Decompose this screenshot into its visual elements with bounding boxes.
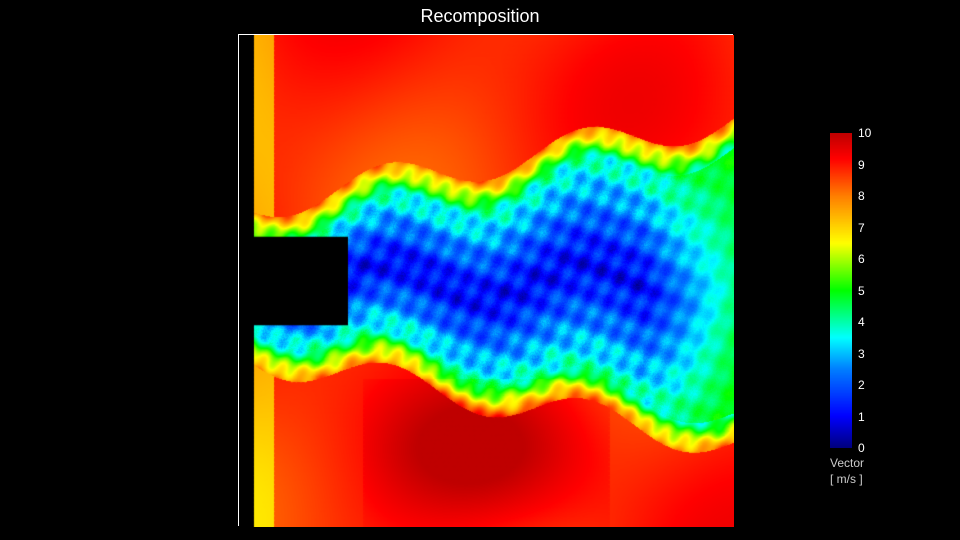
colorbar-tick: 4 — [858, 315, 865, 329]
colorbar-tick: 2 — [858, 378, 865, 392]
colorbar-tick: 6 — [858, 252, 865, 266]
colorbar-tick: 0 — [858, 441, 865, 455]
colorbar-ticks: 012345678910 — [858, 133, 898, 448]
colorbar-tick: 9 — [858, 158, 865, 172]
colorbar-label-line: [ m/s ] — [830, 472, 864, 488]
vector-field-plot — [238, 34, 733, 526]
vector-field-canvas — [239, 35, 734, 527]
colorbar-label-line: Vector — [830, 456, 864, 472]
colorbar: 012345678910 — [830, 133, 852, 448]
colorbar-tick: 7 — [858, 221, 865, 235]
colorbar-tick: 5 — [858, 284, 865, 298]
colorbar-tick: 1 — [858, 410, 865, 424]
colorbar-label: Vector[ m/s ] — [830, 456, 864, 487]
chart-title: Recomposition — [0, 6, 960, 27]
colorbar-gradient — [830, 133, 852, 448]
colorbar-tick: 8 — [858, 189, 865, 203]
colorbar-tick: 10 — [858, 126, 871, 140]
colorbar-tick: 3 — [858, 347, 865, 361]
